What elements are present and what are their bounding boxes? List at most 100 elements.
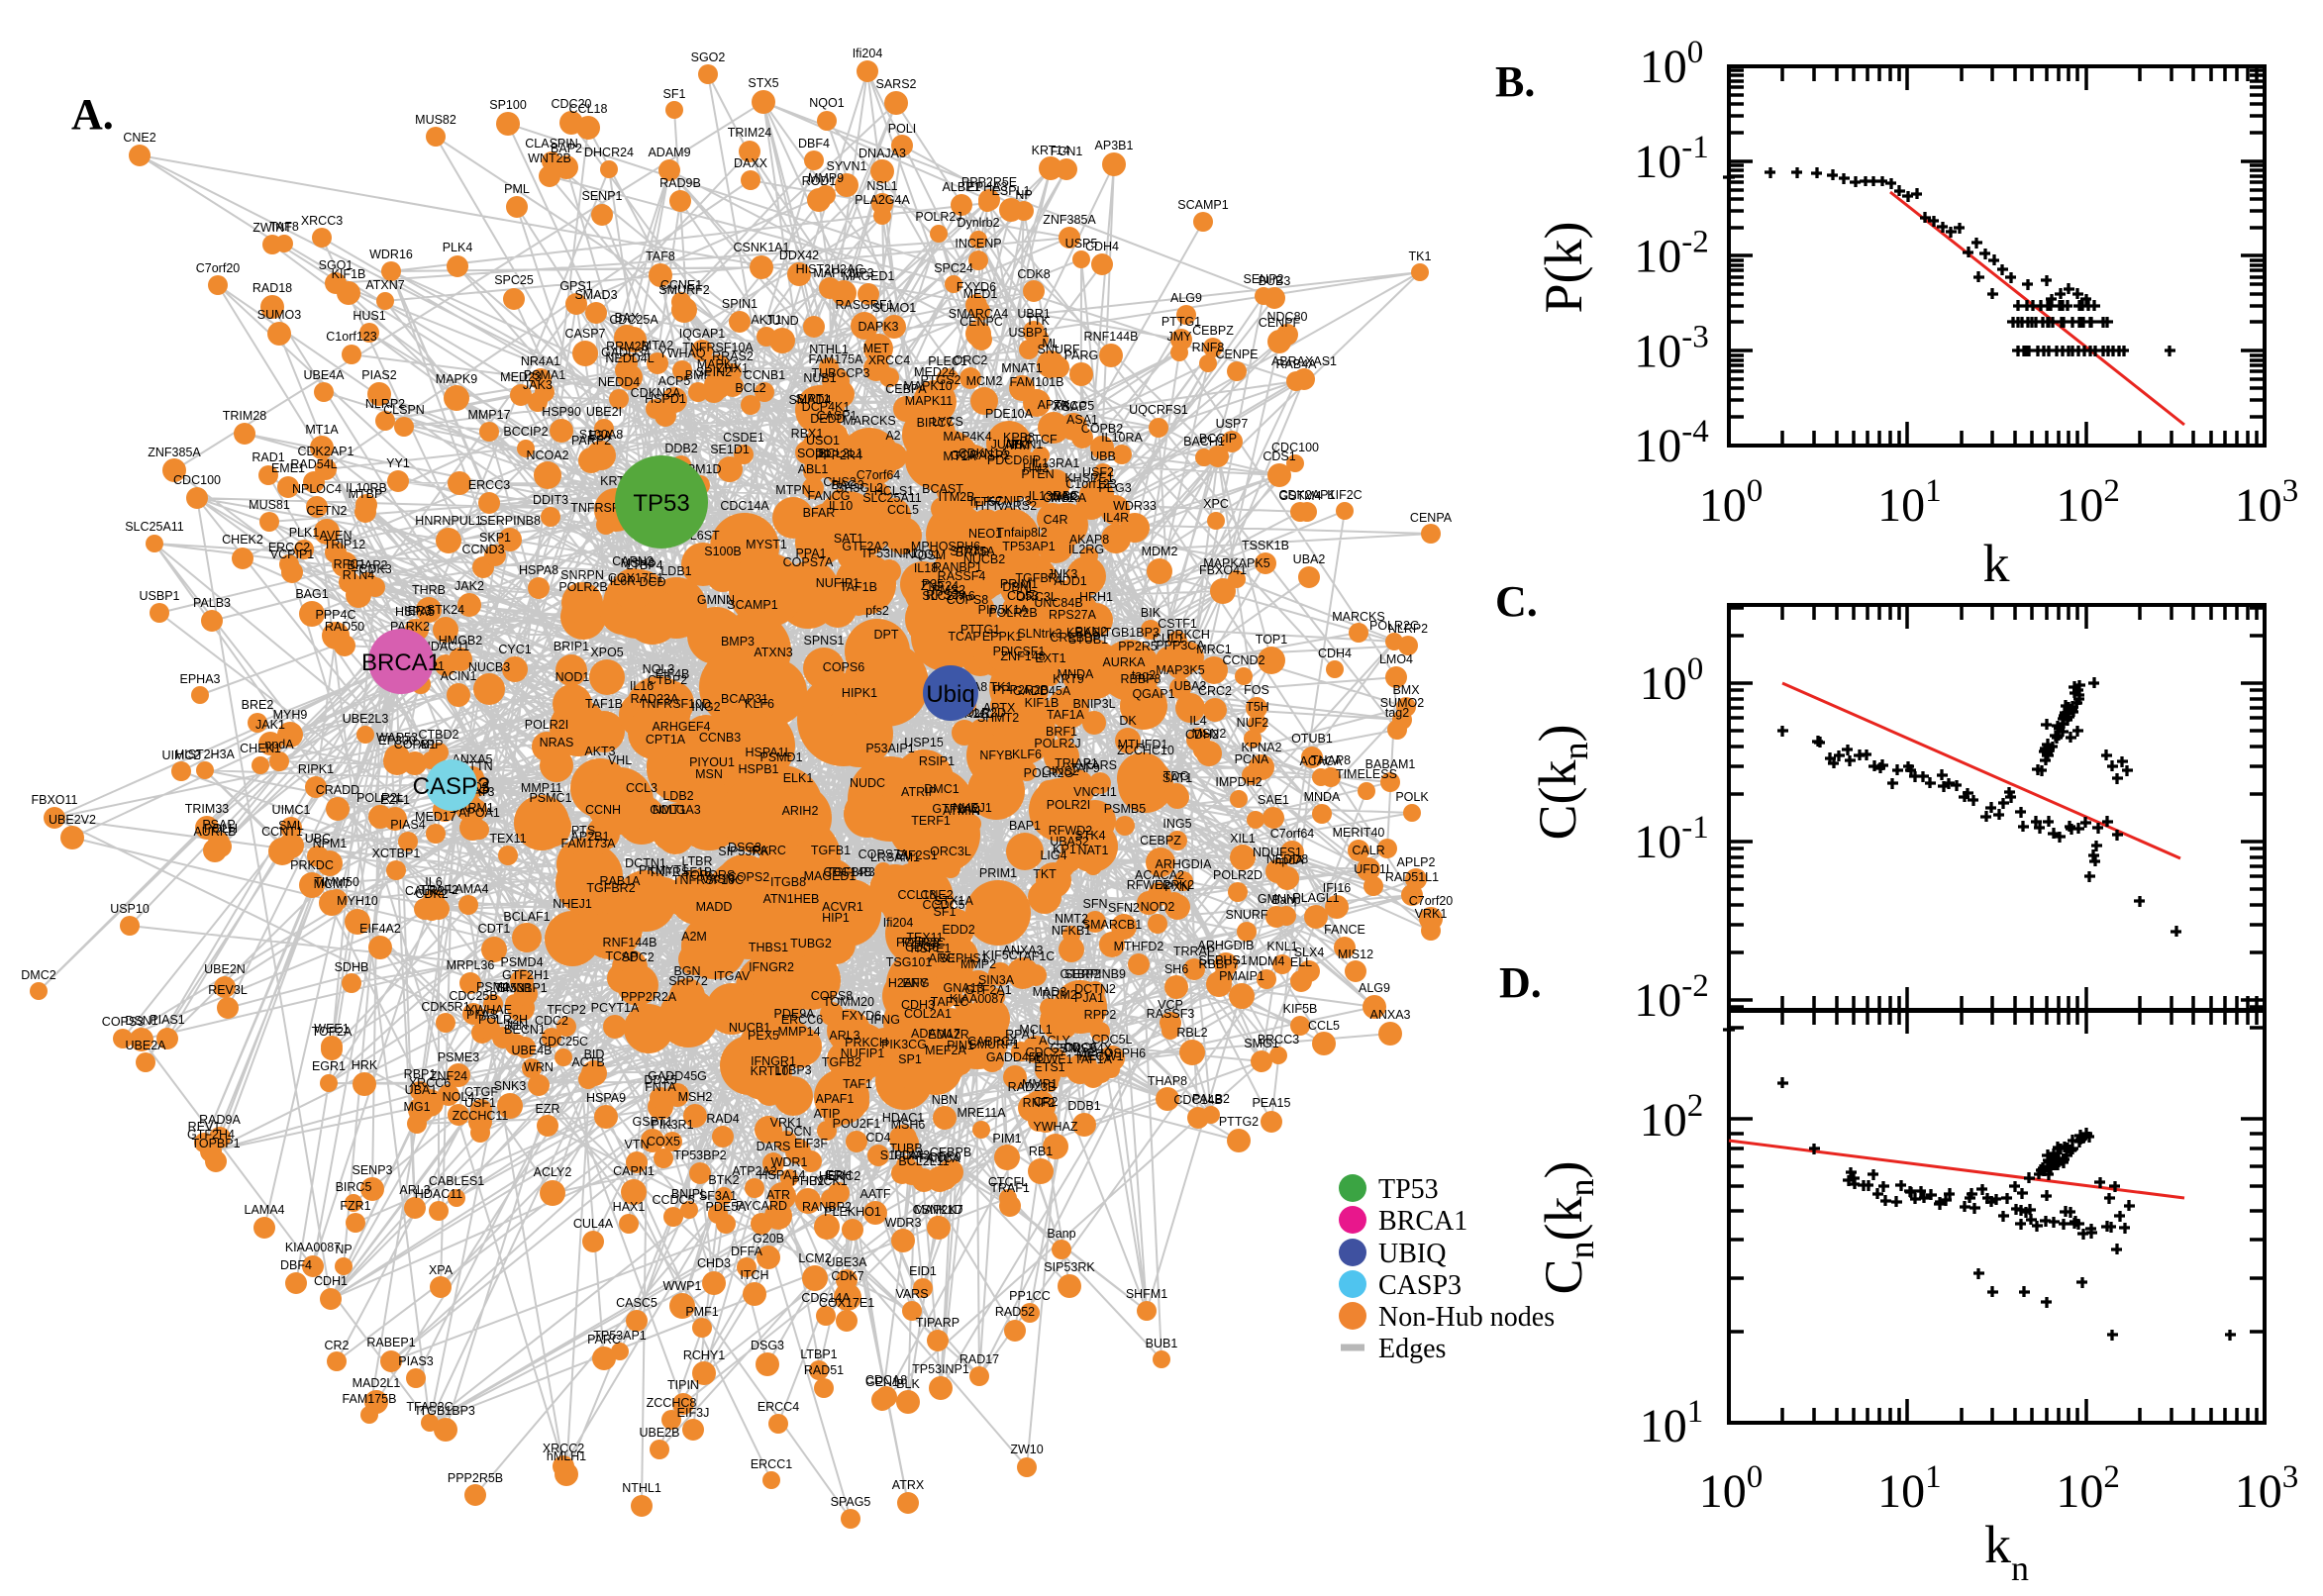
svg-text:GOLGA3: GOLGA3 <box>650 803 700 817</box>
svg-text:MTPN: MTPN <box>775 483 810 497</box>
svg-text:PARG: PARG <box>1064 349 1099 362</box>
svg-text:THAP8: THAP8 <box>1148 1074 1187 1088</box>
svg-text:STUB1: STUB1 <box>1068 633 1108 647</box>
svg-text:CDC25A: CDC25A <box>609 313 658 327</box>
svg-text:RRM2: RRM2 <box>1042 988 1076 1002</box>
svg-text:COX5: COX5 <box>647 1135 680 1148</box>
svg-text:XRCC6: XRCC6 <box>409 1076 451 1090</box>
svg-text:AP2B1: AP2B1 <box>571 830 610 844</box>
svg-text:TGFB2: TGFB2 <box>822 1055 861 1069</box>
svg-text:ITCH: ITCH <box>740 1268 768 1282</box>
svg-text:SMURF2: SMURF2 <box>658 283 709 297</box>
svg-text:DK: DK <box>1119 714 1137 728</box>
svg-text:PRKDC: PRKDC <box>290 858 334 872</box>
svg-text:CEBPA: CEBPA <box>885 382 927 396</box>
svg-text:RFWD2: RFWD2 <box>1127 878 1170 892</box>
svg-text:CPT1A: CPT1A <box>646 733 686 747</box>
svg-text:SFN2: SFN2 <box>1108 901 1140 915</box>
svg-text:TRIM33: TRIM33 <box>185 802 230 816</box>
svg-text:PDIA3: PDIA3 <box>894 1148 930 1162</box>
svg-text:NEDD4L: NEDD4L <box>605 351 654 365</box>
svg-text:KP1: KP1 <box>1053 843 1076 856</box>
svg-text:TRIAP1: TRIAP1 <box>1055 756 1098 770</box>
svg-text:XCTBP1: XCTBP1 <box>372 847 421 860</box>
svg-text:MERIT40: MERIT40 <box>1333 826 1385 840</box>
svg-text:CENPA: CENPA <box>1410 511 1453 525</box>
svg-text:CDH4: CDH4 <box>1085 240 1119 253</box>
svg-text:ACP5: ACP5 <box>658 374 691 388</box>
svg-text:C1orf123: C1orf123 <box>1065 477 1116 491</box>
svg-text:NP: NP <box>1015 188 1032 202</box>
svg-text:SEPHS1: SEPHS1 <box>1198 953 1247 967</box>
svg-text:BLK: BLK <box>896 1377 920 1391</box>
svg-text:RAD9B: RAD9B <box>659 176 701 190</box>
svg-text:UBA52: UBA52 <box>1050 835 1089 848</box>
svg-text:PRKCH: PRKCH <box>1166 628 1210 642</box>
svg-text:BCAST: BCAST <box>922 482 963 496</box>
svg-text:COPS8: COPS8 <box>811 989 853 1003</box>
svg-text:POLK: POLK <box>1395 790 1429 804</box>
svg-text:RIPK1: RIPK1 <box>298 762 334 776</box>
svg-text:NUFIP1: NUFIP1 <box>816 576 860 590</box>
svg-text:GNA13: GNA13 <box>944 981 984 995</box>
svg-text:BCL2L11: BCL2L11 <box>898 1154 949 1168</box>
svg-text:TGFB1: TGFB1 <box>811 844 851 857</box>
svg-text:BCL2: BCL2 <box>735 381 765 395</box>
svg-text:FAM101B: FAM101B <box>1010 375 1064 389</box>
svg-text:SDC2: SDC2 <box>621 950 654 964</box>
svg-text:CDC6: CDC6 <box>905 941 939 954</box>
svg-text:PIK3CG: PIK3CG <box>881 1038 927 1051</box>
svg-text:TGFBR1: TGFBR1 <box>1015 571 1063 585</box>
svg-text:SLC25A11: SLC25A11 <box>862 491 922 505</box>
svg-text:HERC2: HERC2 <box>819 1169 860 1183</box>
svg-text:BACH1: BACH1 <box>1183 435 1225 449</box>
svg-text:IL4: IL4 <box>1189 714 1206 728</box>
svg-text:WDR1: WDR1 <box>771 1155 808 1169</box>
svg-text:PHB2: PHB2 <box>792 1174 825 1188</box>
svg-text:T5H: T5H <box>1246 700 1269 714</box>
svg-text:UFD1L: UFD1L <box>1354 862 1393 876</box>
svg-text:USP7: USP7 <box>1216 417 1249 431</box>
svg-text:ZCCHC10: ZCCHC10 <box>1117 744 1174 757</box>
svg-text:CCL18: CCL18 <box>569 102 608 116</box>
svg-text:CDC100: CDC100 <box>173 473 221 487</box>
svg-text:SH3GL2: SH3GL2 <box>836 481 883 495</box>
svg-text:C7orf64: C7orf64 <box>1270 827 1315 841</box>
svg-text:CENPF: CENPF <box>1259 316 1301 330</box>
svg-text:EIF2S1: EIF2S1 <box>896 848 938 862</box>
svg-text:PARC: PARC <box>753 844 786 857</box>
svg-text:SIRT1: SIRT1 <box>795 392 830 406</box>
svg-text:ATXN3: ATXN3 <box>754 646 792 659</box>
svg-text:CDC2: CDC2 <box>535 1014 568 1028</box>
svg-text:BCCIP: BCCIP <box>1199 432 1237 446</box>
svg-text:PDE5A: PDE5A <box>706 1200 748 1214</box>
svg-text:PRKCH: PRKCH <box>845 1036 888 1049</box>
svg-text:PIM1: PIM1 <box>992 1132 1021 1146</box>
svg-text:RBBP7: RBBP7 <box>1199 957 1240 971</box>
svg-text:HSPD1: HSPD1 <box>645 392 686 406</box>
svg-text:UIMC1: UIMC1 <box>272 803 311 817</box>
svg-text:CDKN2A: CDKN2A <box>631 386 681 400</box>
svg-text:UBE2B: UBE2B <box>640 1426 680 1440</box>
svg-text:tag2: tag2 <box>1132 668 1156 682</box>
svg-text:KHSPE1: KHSPE1 <box>1064 471 1113 485</box>
svg-text:SENP1: SENP1 <box>582 189 623 203</box>
svg-text:JAK3: JAK3 <box>523 378 553 392</box>
svg-text:KIAA0087: KIAA0087 <box>950 992 1005 1006</box>
svg-text:TIMELESS: TIMELESS <box>1336 767 1397 781</box>
svg-text:SKP1: SKP1 <box>479 531 511 545</box>
svg-text:EPHA3: EPHA3 <box>967 180 1008 194</box>
svg-text:CCNT1: CCNT1 <box>261 825 303 839</box>
svg-text:POLR2I: POLR2I <box>525 718 568 732</box>
svg-text:CSDE1: CSDE1 <box>723 431 764 445</box>
svg-text:PIAS4: PIAS4 <box>390 818 425 832</box>
svg-text:MUS82: MUS82 <box>415 113 456 127</box>
svg-text:NSL1: NSL1 <box>866 179 897 193</box>
svg-text:KLF6: KLF6 <box>1012 748 1042 761</box>
svg-text:WEE1: WEE1 <box>314 1022 349 1036</box>
svg-text:PPP2R2B: PPP2R2B <box>993 683 1049 697</box>
svg-text:CREBBP: CREBBP <box>1050 631 1100 645</box>
svg-text:KIF1B: KIF1B <box>332 267 366 281</box>
svg-text:A2M: A2M <box>681 930 707 944</box>
svg-text:MSN2: MSN2 <box>1192 727 1227 741</box>
